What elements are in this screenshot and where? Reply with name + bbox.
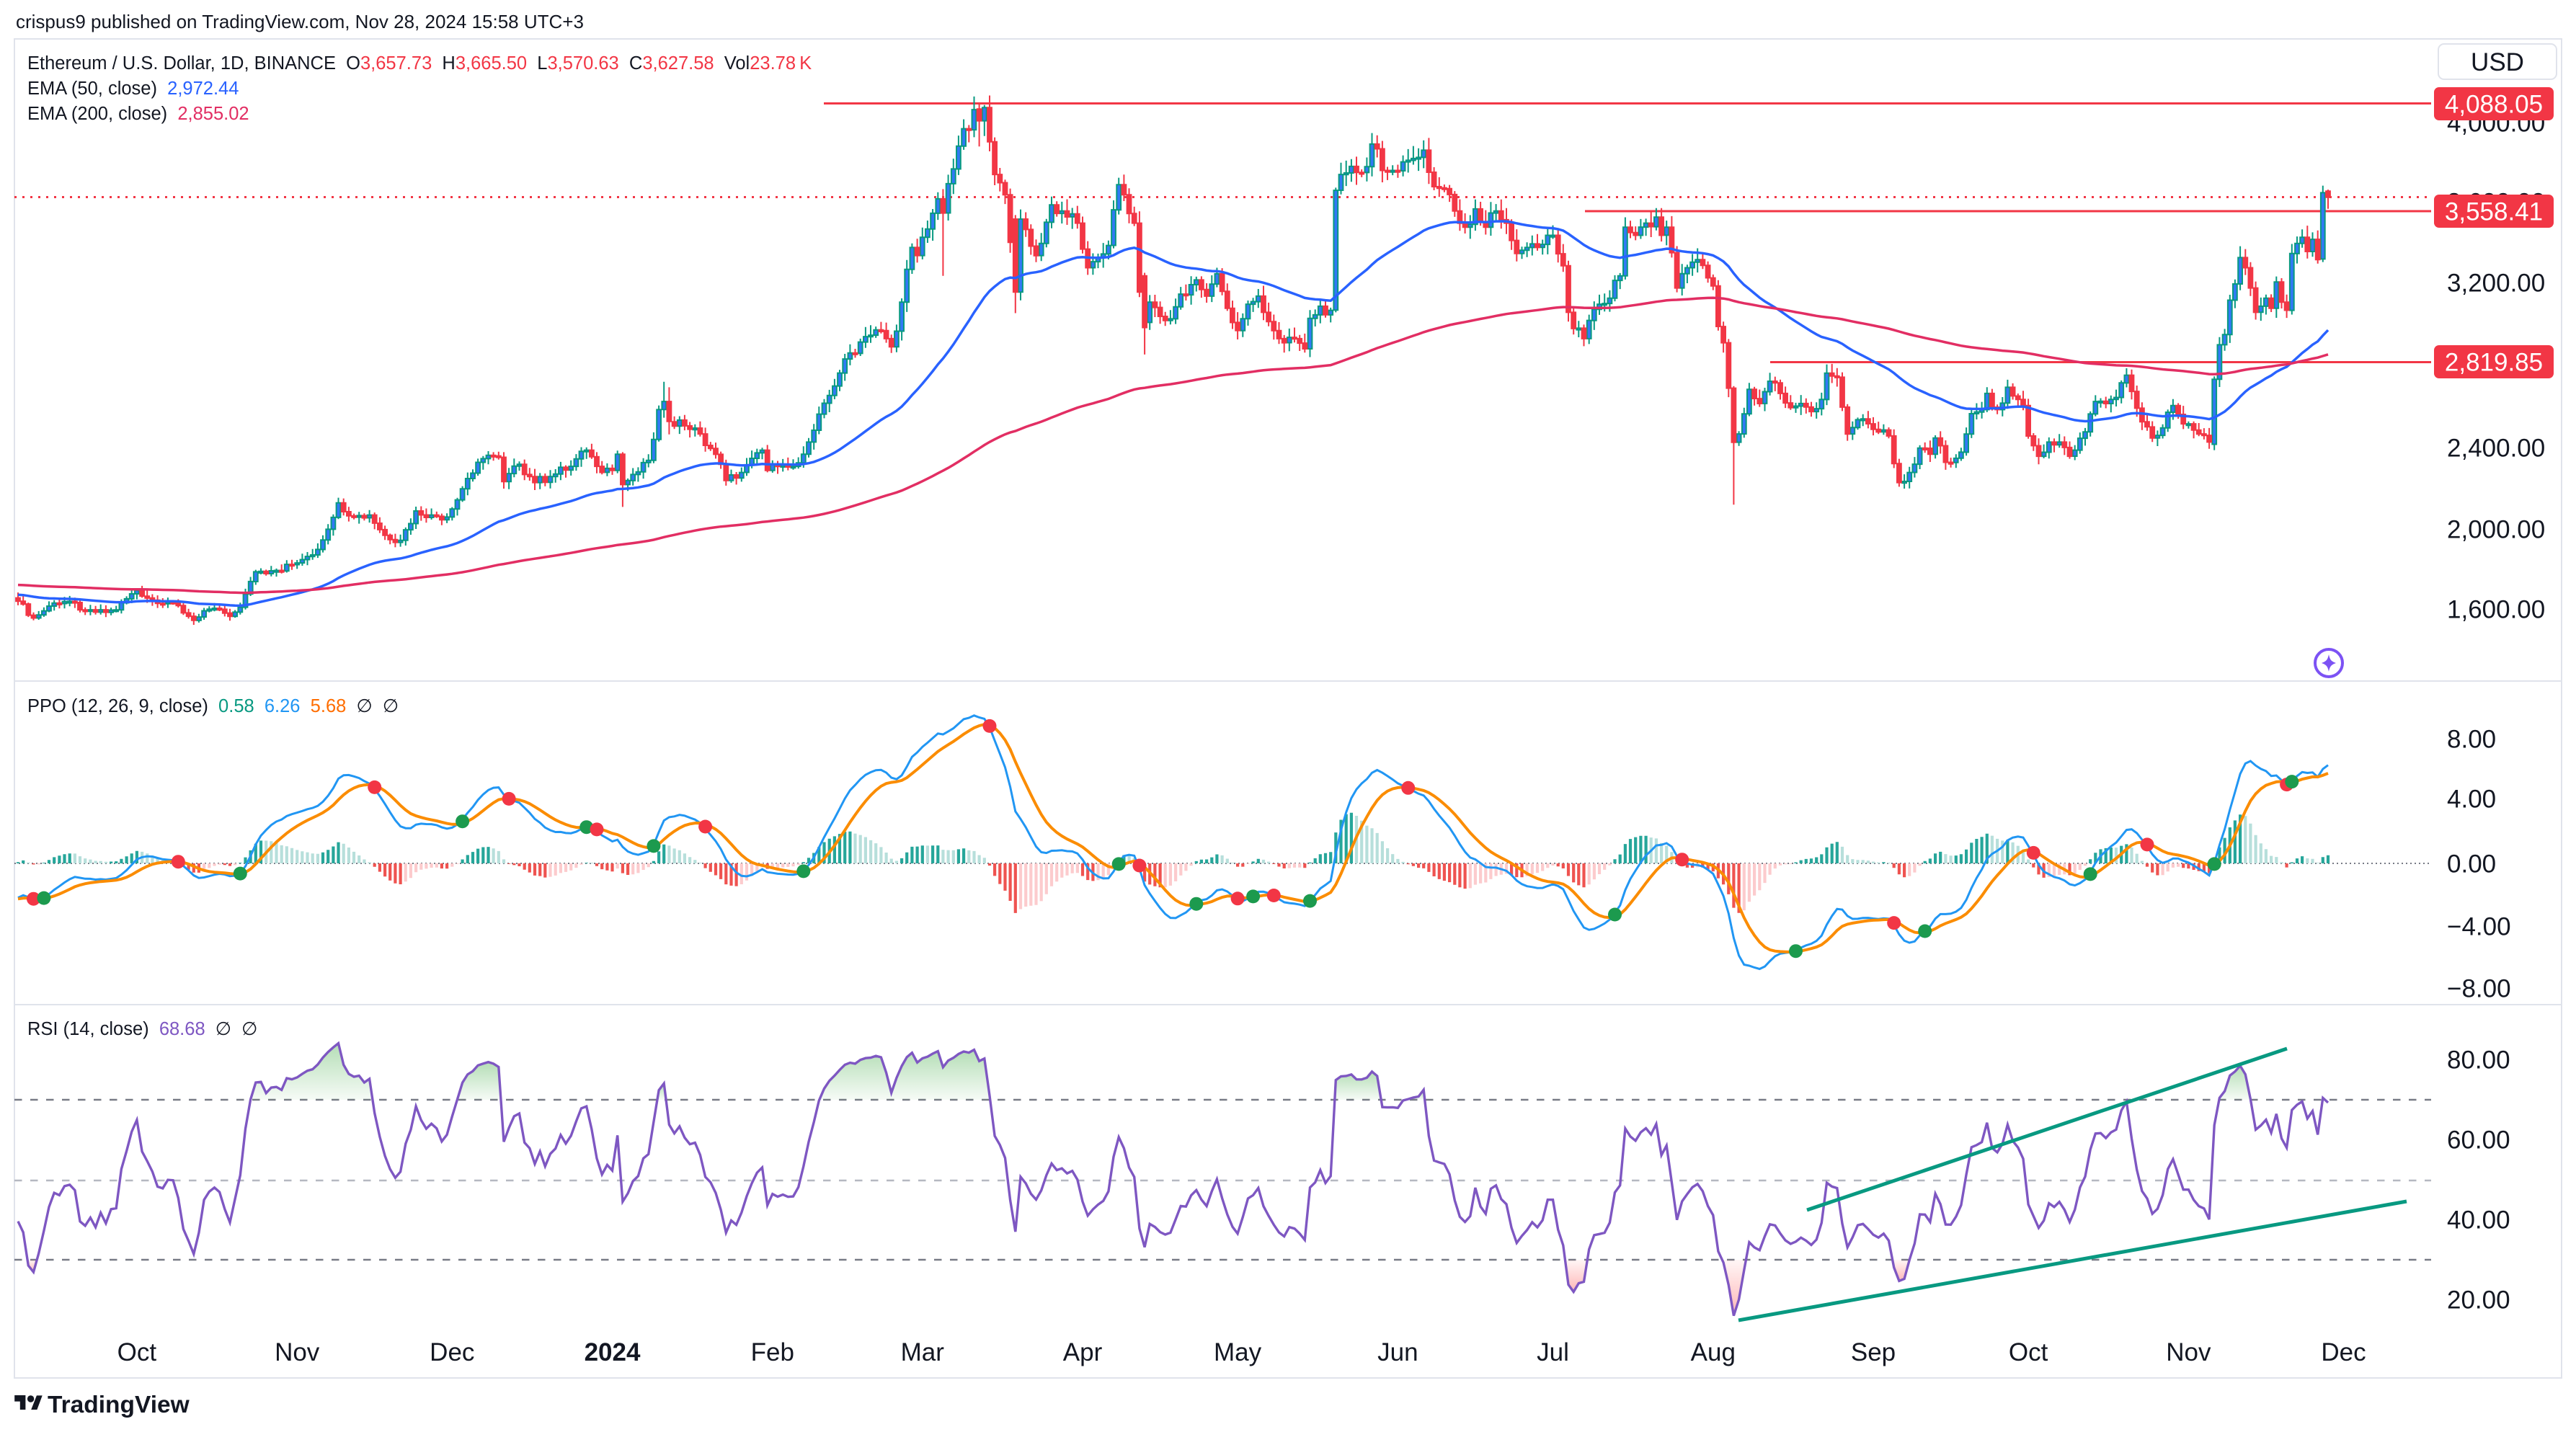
svg-text:−4.00: −4.00 <box>2447 913 2511 941</box>
svg-text:TradingView: TradingView <box>48 1392 190 1418</box>
svg-text:8.00: 8.00 <box>2447 726 2496 754</box>
svg-text:crispus9 published on TradingV: crispus9 published on TradingView.com, N… <box>16 11 584 32</box>
svg-text:4.00: 4.00 <box>2447 786 2496 814</box>
svg-text:Mar: Mar <box>901 1338 945 1366</box>
svg-text:USD: USD <box>2471 48 2524 76</box>
svg-text:1,600.00: 1,600.00 <box>2447 596 2545 624</box>
svg-text:Sep: Sep <box>1851 1338 1896 1366</box>
svg-text:Feb: Feb <box>751 1338 794 1366</box>
svg-text:Dec: Dec <box>2321 1338 2366 1366</box>
svg-text:EMA (50, close) 2,972.44: EMA (50, close) 2,972.44 <box>27 79 239 99</box>
svg-text:2,000.00: 2,000.00 <box>2447 516 2545 544</box>
svg-text:Nov: Nov <box>2166 1338 2211 1366</box>
svg-text:80.00: 80.00 <box>2447 1046 2510 1075</box>
svg-text:3,200.00: 3,200.00 <box>2447 270 2545 298</box>
svg-text:RSI (14, close) 68.68 ∅ ∅: RSI (14, close) 68.68 ∅ ∅ <box>27 1019 257 1039</box>
svg-text:Dec: Dec <box>430 1338 474 1366</box>
svg-text:Jul: Jul <box>1537 1338 1569 1366</box>
svg-text:2,400.00: 2,400.00 <box>2447 435 2545 463</box>
svg-text:PPO (12, 26, 9, close) 0.58: PPO (12, 26, 9, close) 0.58 6.26 5.68 ∅ … <box>27 696 399 716</box>
svg-text:4,088.05: 4,088.05 <box>2445 91 2543 119</box>
svg-text:Ethereum / U.S. Dollar, 1D, BI: Ethereum / U.S. Dollar, 1D, BINANCE O3,6… <box>27 53 812 74</box>
svg-text:Oct: Oct <box>2009 1338 2048 1366</box>
svg-text:20.00: 20.00 <box>2447 1286 2510 1315</box>
svg-text:Oct: Oct <box>117 1338 157 1366</box>
svg-text:0.00: 0.00 <box>2447 850 2496 879</box>
svg-text:May: May <box>1214 1338 1262 1366</box>
svg-text:2024: 2024 <box>585 1338 641 1366</box>
svg-text:2,819.85: 2,819.85 <box>2445 349 2543 377</box>
svg-text:EMA (200, close) 2,855.02: EMA (200, close) 2,855.02 <box>27 104 249 124</box>
svg-text:−8.00: −8.00 <box>2447 975 2511 1003</box>
svg-text:Aug: Aug <box>1691 1338 1736 1366</box>
svg-text:Apr: Apr <box>1063 1338 1103 1366</box>
svg-text:60.00: 60.00 <box>2447 1126 2510 1155</box>
svg-text:Jun: Jun <box>1377 1338 1418 1366</box>
svg-text:3,558.41: 3,558.41 <box>2445 198 2543 226</box>
svg-text:40.00: 40.00 <box>2447 1206 2510 1235</box>
svg-text:Nov: Nov <box>275 1338 320 1366</box>
